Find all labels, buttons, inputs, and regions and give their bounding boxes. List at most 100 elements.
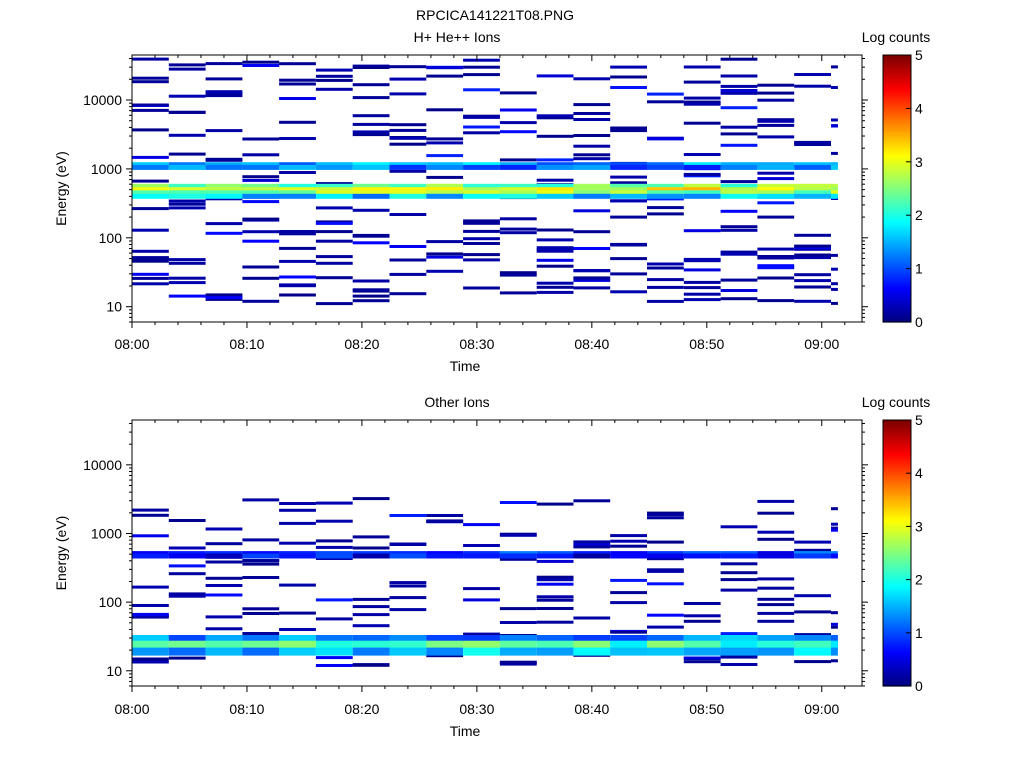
colorbar-segment [883, 97, 911, 101]
heatmap-cell [794, 143, 831, 146]
heatmap-cell [242, 239, 280, 243]
heatmap-cell [831, 65, 838, 69]
heatmap-cell [720, 663, 758, 666]
heatmap-cell [647, 187, 684, 193]
colorbar-segment [883, 628, 911, 632]
colorbar-segment [883, 206, 911, 210]
heatmap-cell [463, 58, 500, 62]
heatmap-cell [610, 272, 647, 276]
heatmap-cell [757, 119, 795, 123]
colorbar: 0 1 2 3 4 5 Log counts [862, 29, 931, 330]
heatmap-cell [610, 640, 647, 649]
colorbar-segment [883, 637, 911, 641]
heatmap-cell [315, 239, 353, 243]
colorbar-segment [883, 439, 911, 443]
heatmap-cell [352, 233, 390, 237]
heatmap-cell [205, 77, 243, 81]
colorbar-segment [883, 297, 911, 301]
heatmap-cell [315, 598, 353, 602]
heatmap-cell [389, 190, 427, 196]
heatmap-cell [168, 63, 206, 67]
heatmap-cell [573, 543, 611, 547]
heatmap-cell [536, 134, 574, 138]
heatmap-cell [831, 635, 838, 643]
colorbar-segment [883, 70, 911, 74]
colorbar-segment [883, 424, 911, 428]
heatmap-cell [132, 660, 169, 664]
heatmap-cell [499, 183, 537, 189]
colorbar-tick-label: 1 [915, 625, 923, 641]
heatmap-cell [463, 286, 500, 290]
heatmap-cell [352, 663, 390, 667]
heatmap-cell [205, 553, 243, 559]
heatmap-cell [426, 514, 464, 517]
heatmap-cell [242, 562, 280, 566]
heatmap-cell [610, 175, 647, 179]
colorbar-segment [883, 566, 911, 570]
heatmap-cell [536, 246, 574, 250]
colorbar-segment [883, 288, 911, 292]
heatmap-cell [168, 647, 206, 656]
heatmap-cell [463, 115, 500, 119]
heatmap-cell [757, 83, 795, 87]
heatmap-cell [132, 155, 169, 159]
colorbar-segment [883, 528, 911, 532]
heatmap-cell [389, 213, 427, 216]
heatmap-cell [720, 89, 758, 92]
colorbar-segment [883, 68, 911, 72]
heatmap-cell [352, 164, 390, 170]
heatmap-cell [647, 511, 684, 515]
x-tick-label: 08:00 [114, 701, 149, 717]
heatmap-cell [315, 302, 353, 306]
heatmap-cell [499, 187, 537, 193]
heatmap-cell [831, 253, 838, 257]
heatmap-cell [168, 640, 206, 649]
heatmap-cell [205, 164, 243, 170]
colorbar-segment [883, 246, 911, 250]
heatmap-cell [389, 596, 427, 600]
colorbar-segment [883, 168, 911, 172]
heatmap-cell [499, 193, 537, 199]
heatmap-cell [573, 193, 611, 199]
colorbar-segment [883, 139, 911, 143]
colorbar-segment [883, 681, 911, 685]
heatmap-cell [831, 522, 838, 526]
colorbar-segment [883, 490, 911, 494]
heatmap-cell [352, 130, 390, 134]
heatmap-cell [315, 193, 353, 199]
heatmap-cell [352, 122, 390, 126]
heatmap-cell [757, 171, 795, 175]
heatmap-cell [168, 206, 206, 210]
heatmap-cell [720, 578, 758, 582]
heatmap-cell [279, 183, 316, 189]
heatmap-cell [242, 647, 280, 656]
heatmap-cell [352, 96, 390, 100]
colorbar-segment [883, 201, 911, 205]
heatmap-cell [757, 640, 795, 649]
heatmap-cell [168, 164, 206, 170]
heatmap-cell [352, 299, 390, 303]
heatmap-cell [426, 74, 464, 78]
heatmap-cell [389, 169, 427, 173]
colorbar-segment [883, 86, 911, 89]
heatmap-cell [536, 158, 574, 162]
heatmap-cell [683, 172, 721, 176]
colorbar-segment [883, 275, 911, 279]
x-axis-label: Time [450, 358, 481, 374]
colorbar-segment [883, 683, 911, 687]
colorbar-segment [883, 175, 911, 178]
colorbar-segment [883, 217, 911, 221]
colorbar-segment [883, 652, 911, 656]
heatmap-cell [132, 604, 169, 607]
heatmap-cell [610, 243, 647, 247]
heatmap-cell [315, 164, 353, 170]
heatmap-cell [132, 228, 169, 232]
heatmap-cell [132, 635, 169, 643]
colorbar-segment [883, 250, 911, 254]
colorbar-segment [883, 592, 911, 596]
heatmap-cell [683, 614, 721, 618]
colorbar-segment [883, 135, 911, 138]
heatmap-cell [463, 242, 500, 245]
heatmap-cell [794, 162, 831, 168]
colorbar-segment [883, 233, 911, 236]
